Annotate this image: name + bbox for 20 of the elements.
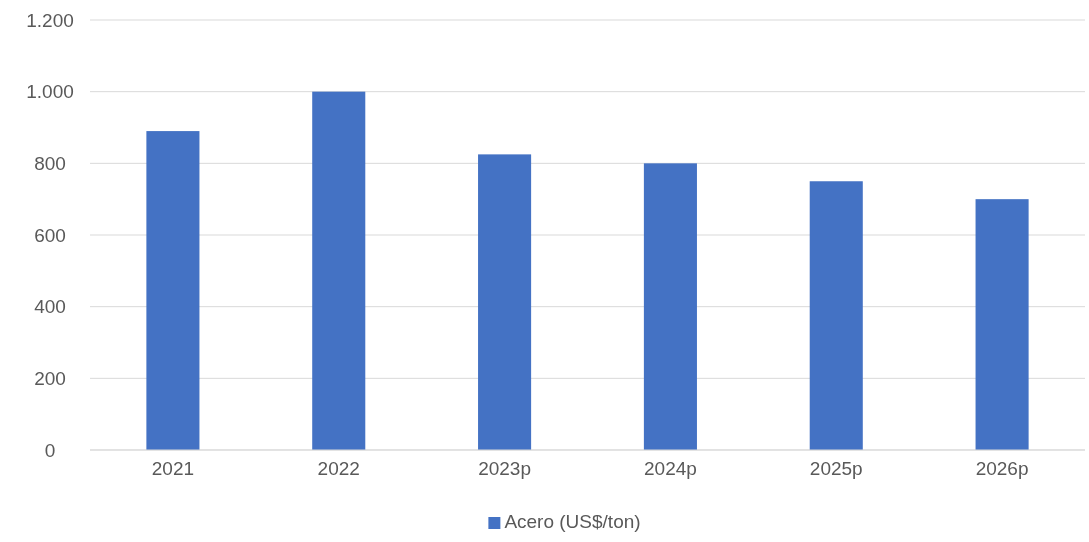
x-tick-label: 2021 <box>151 458 195 480</box>
y-tick-label: 0 <box>44 439 56 461</box>
bar <box>146 131 200 450</box>
legend-label: Acero (US$/ton) <box>504 511 641 532</box>
y-tick-label: 1.200 <box>26 9 74 31</box>
bar <box>312 91 366 450</box>
y-tick-label: 400 <box>34 296 66 318</box>
y-tick-label: 600 <box>34 224 66 246</box>
x-tick-label: 2026p <box>975 458 1029 480</box>
y-tick-label: 800 <box>34 152 66 174</box>
x-tick-label: 2025p <box>809 458 863 480</box>
x-tick-label: 2023p <box>478 458 532 480</box>
x-tick-label: 2022 <box>317 458 360 480</box>
bar <box>809 181 863 450</box>
bar <box>643 163 697 450</box>
bar <box>478 154 532 450</box>
y-tick-label: 200 <box>34 367 66 389</box>
bar <box>975 199 1029 450</box>
y-tick-label: 1.000 <box>26 81 74 103</box>
x-tick-label: 2024p <box>643 458 697 480</box>
